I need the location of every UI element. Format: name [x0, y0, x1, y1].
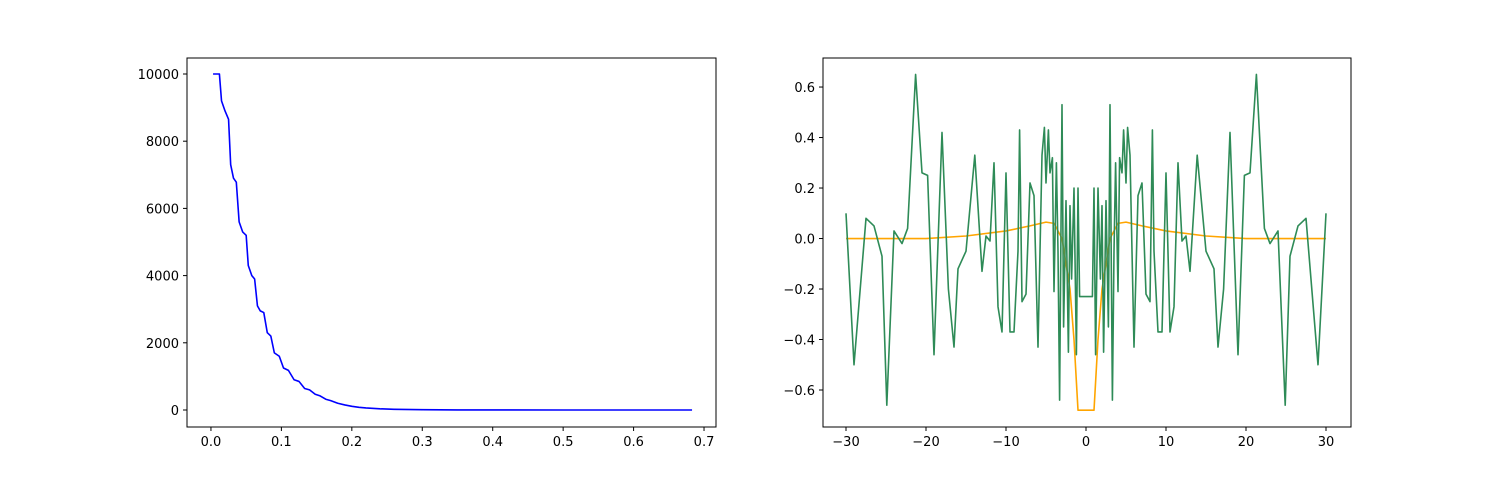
x-tick-label: 0.4 — [482, 435, 503, 450]
y-tick-label: 6000 — [146, 202, 179, 217]
x-tick-label: 30 — [1318, 435, 1335, 450]
line — [846, 221, 1326, 412]
x-tick-label: 0.0 — [201, 435, 222, 450]
x-tick-label: 0.3 — [412, 435, 433, 450]
x-tick-label: −20 — [912, 435, 939, 450]
x-tick-label: 0.7 — [694, 435, 715, 450]
line — [213, 73, 693, 411]
x-tick-label: 0 — [1082, 435, 1090, 450]
line — [845, 73, 1327, 406]
y-tick-label: 0 — [171, 404, 179, 419]
y-tick-label: 0.2 — [794, 182, 815, 197]
x-tick-label: 0.6 — [623, 435, 644, 450]
y-tick-label: 0.6 — [794, 81, 815, 96]
y-tick-label: 8000 — [146, 135, 179, 150]
y-tick-label: 10000 — [138, 68, 179, 83]
x-tick-label: 0.5 — [553, 435, 574, 450]
y-tick-label: −0.2 — [783, 283, 815, 298]
y-tick-label: 4000 — [146, 270, 179, 285]
axes-frame — [186, 57, 717, 428]
y-tick-label: 0.4 — [794, 132, 815, 147]
x-tick-label: −30 — [832, 435, 859, 450]
y-tick-label: −0.4 — [783, 334, 815, 349]
y-tick-label: 0.0 — [794, 233, 815, 248]
x-tick-label: −10 — [992, 435, 1019, 450]
axes-frame — [822, 57, 1352, 428]
x-tick-label: 0.2 — [341, 435, 362, 450]
y-tick-label: −0.6 — [783, 384, 815, 399]
x-tick-label: 20 — [1238, 435, 1255, 450]
x-tick-label: 10 — [1158, 435, 1175, 450]
y-tick-label: 2000 — [146, 337, 179, 352]
x-tick-label: 0.1 — [271, 435, 292, 450]
